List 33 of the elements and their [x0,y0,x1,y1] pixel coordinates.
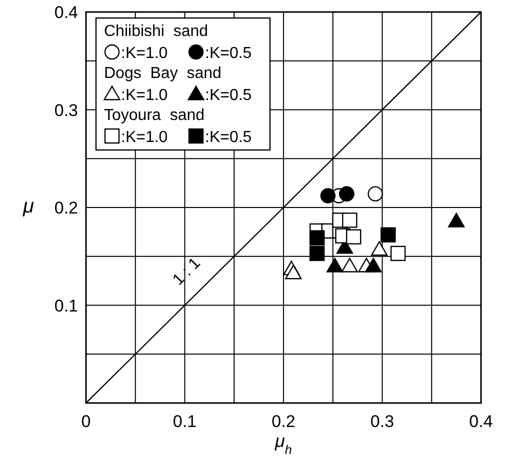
point [365,258,382,272]
point [341,258,358,272]
point [346,229,362,244]
x-tick-label: 0.4 [469,412,493,431]
point [448,212,465,228]
legend-label: :K=0.5 [205,45,252,62]
point [309,246,325,262]
x-tick-label: 0.3 [370,412,394,431]
point [342,212,358,228]
point [390,246,406,262]
x-tick-label: 0.2 [272,412,296,431]
legend-label: :K=0.5 [205,87,252,104]
legend-label: :K=1.0 [121,129,168,146]
point [309,230,325,246]
point [320,188,336,204]
y-axis-title: μ [22,196,34,218]
legend-label: :K=1.0 [121,87,168,104]
annotation: Dogs Bay sand [104,65,222,82]
x-axis-title: μ$_{h}$ [274,431,292,457]
y-tick-label: 0.1 [54,296,78,316]
annotation: Chiibishi sand [104,23,208,40]
x-tick-label: 0.1 [172,412,197,431]
point [285,264,302,280]
point [326,258,344,272]
y-tick-label: 0.3 [54,100,78,120]
y-tick-label: 0.2 [54,198,78,218]
y-tick-label: 0.4 [54,3,78,22]
annotation: Toyoura sand [104,107,205,124]
legend-label: :K=0.5 [205,129,252,146]
point [380,227,396,242]
point [370,241,388,256]
legend-label: :K=1.0 [121,45,168,62]
x-tick-label: 0 [81,412,91,431]
